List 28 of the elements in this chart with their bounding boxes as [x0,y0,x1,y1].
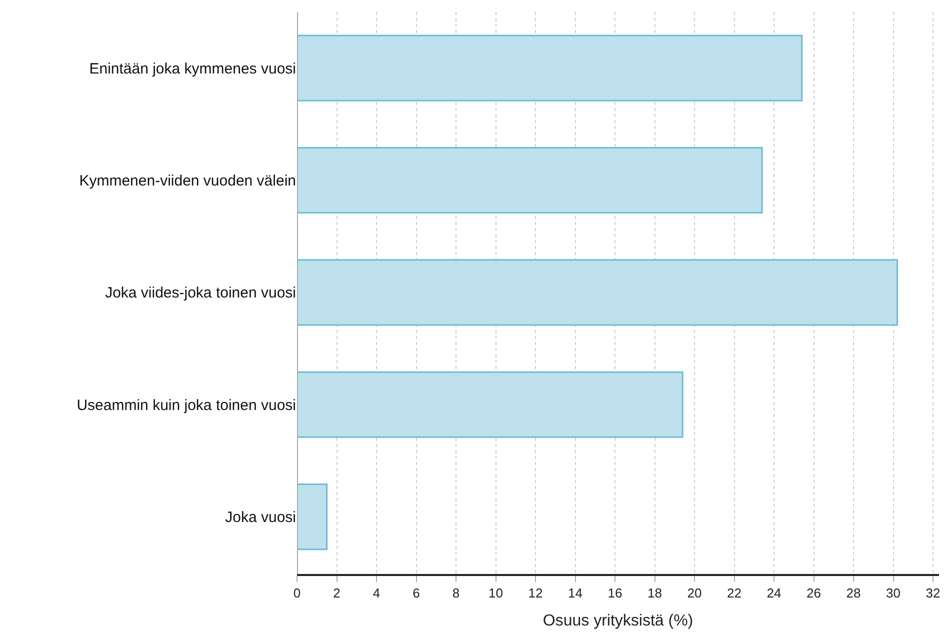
bar [297,484,328,550]
y-tick-label: Enintään joka kymmenes vuosi [89,60,296,78]
y-tick-label: Kymmenen-viiden vuoden välein [79,172,296,190]
x-tick-label: 18 [648,585,662,600]
x-tick-label: 16 [608,585,622,600]
x-tick-label: 30 [886,585,901,600]
bar [297,371,684,438]
x-tick-label: 14 [568,585,583,600]
x-tick-label: 28 [846,585,861,600]
x-tick-label: 4 [372,585,380,600]
x-tick-label: 8 [452,585,460,600]
y-tick-label: Joka vuosi [225,509,296,526]
y-tick-label: Useammin kuin joka toinen vuosi [76,396,296,414]
bar [297,146,763,214]
bar [297,259,898,326]
x-tick-label: 10 [488,585,503,600]
x-tick-label: 6 [412,585,420,600]
x-tick-label: 20 [687,585,702,600]
bar [297,34,803,102]
x-tick-label: 0 [293,585,301,600]
x-tick-label: 2 [333,585,340,600]
x-tick-label: 24 [766,585,782,600]
x-tick-label: 32 [926,585,940,600]
x-tick-label: 26 [806,585,822,600]
x-tick-label: 12 [528,585,543,600]
x-tick-label: 22 [727,585,742,600]
x-axis-title: Osuus yrityksistä (%) [542,612,694,630]
y-tick-label: Joka viides-joka toinen vuosi [105,284,296,302]
